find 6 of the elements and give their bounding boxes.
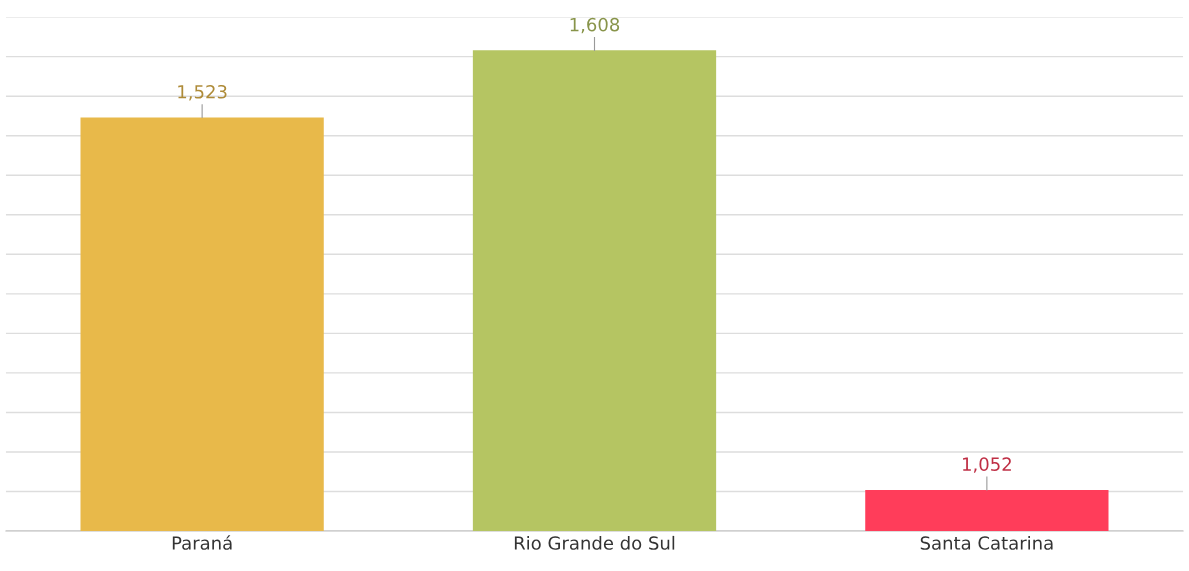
x-tick-label: Paraná [172,535,232,550]
x-tick-label: Rio Grande do Sul [514,535,675,550]
data-label: 1,052 [963,457,1011,473]
data-label: 1,523 [178,84,227,101]
data-label: 1,608 [570,17,620,34]
x-tick-label: Santa Catarina [920,535,1053,550]
